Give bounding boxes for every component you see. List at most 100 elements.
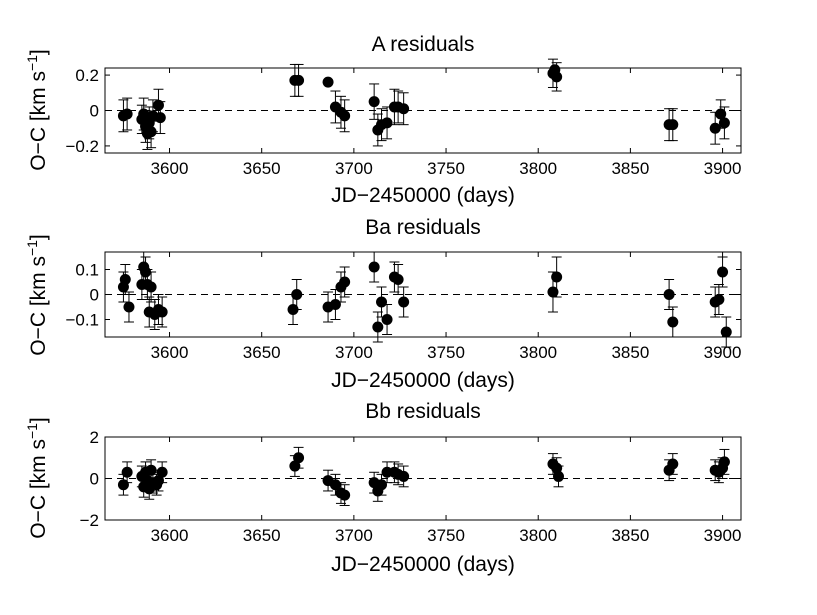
data-point (381, 117, 393, 129)
data-point (551, 271, 563, 283)
x-tick-label: 3800 (519, 526, 557, 545)
x-tick-label: 3600 (151, 343, 189, 362)
data-point (322, 76, 334, 88)
panel-ba-residuals: Ba residuals 3600 3650 3700 3750 3800 3850 390… (24, 216, 742, 392)
panel-ba-ylabel: O−C [km s−1] (24, 234, 50, 356)
data-point (121, 108, 133, 120)
panel-ba-ylabel-close: ] (27, 234, 50, 240)
y-tick-label: 0 (90, 102, 99, 121)
panel-bb-ylabel-close: ] (27, 417, 50, 423)
data-point (718, 117, 730, 129)
x-tick-label: 3650 (243, 343, 281, 362)
x-tick-label: 3850 (611, 343, 649, 362)
data-point (293, 74, 305, 86)
data-point (718, 456, 730, 468)
x-tick-label: 3600 (151, 159, 189, 178)
data-point (376, 479, 388, 491)
panel-bb-residuals: Bb residuals 3600 3650 3700 3750 3800 3850 390… (24, 400, 742, 576)
panel-a-ylabel-exponent: −1 (24, 55, 40, 71)
data-point (329, 479, 341, 491)
panel-bb-ylabel: O−C [km s−1] (24, 417, 50, 539)
y-tick-label: 0.2 (75, 66, 99, 85)
data-point (551, 71, 563, 83)
x-tick-label: 3800 (519, 159, 557, 178)
panel-bb-ylabel-exponent: −1 (24, 423, 40, 439)
panel-bb-xlabel: JD−2450000 (days) (331, 553, 515, 576)
data-point (154, 112, 166, 124)
data-point (123, 301, 135, 313)
data-point (289, 460, 301, 472)
data-point (339, 276, 351, 288)
data-point (392, 274, 404, 285)
data-point (667, 316, 679, 328)
data-point (291, 289, 303, 300)
panel-a-marks (105, 58, 741, 150)
panel-bb-ylabel-main: O−C [km s (27, 439, 50, 539)
panel-ba-ticks: 3600 3650 3700 3750 3800 3850 3900 −0.1 0 0.1 (65, 252, 741, 362)
data-point (293, 452, 305, 464)
x-tick-label: 3650 (243, 159, 281, 178)
data-point (667, 458, 679, 470)
data-point (339, 110, 351, 122)
data-point (156, 306, 168, 318)
x-tick-label: 3700 (335, 159, 373, 178)
data-point (720, 326, 732, 338)
x-tick-label: 3750 (427, 343, 465, 362)
data-point (152, 475, 164, 487)
x-tick-label: 3700 (335, 343, 373, 362)
y-tick-label: 0 (90, 470, 99, 489)
data-point (372, 321, 384, 333)
data-point (121, 466, 133, 478)
x-tick-label: 3700 (335, 526, 373, 545)
y-tick-label: 0.1 (75, 261, 99, 280)
data-point (552, 470, 564, 482)
data-point (329, 299, 341, 310)
data-point (145, 281, 157, 293)
data-point (117, 479, 129, 491)
data-point (715, 108, 727, 120)
data-point (398, 470, 410, 482)
panel-bb-ticks: 3600 3650 3700 3750 3800 3850 3900 −2 0 2 (80, 428, 742, 545)
data-point (119, 274, 131, 285)
data-point (398, 103, 410, 115)
y-tick-label: −0.2 (65, 137, 99, 156)
data-point (713, 294, 725, 305)
panel-ba-ylabel-main: O−C [km s (27, 256, 50, 356)
data-point (156, 466, 168, 478)
x-tick-label: 3750 (427, 526, 465, 545)
data-point (138, 108, 150, 120)
panel-a-residuals: A residuals 3600 3650 3700 3750 3800 3850 3900… (24, 33, 742, 207)
y-tick-label: 2 (90, 428, 99, 447)
data-point (145, 464, 157, 476)
x-tick-label: 3850 (611, 159, 649, 178)
data-point (551, 462, 563, 474)
panel-a-ticks: 3600 3650 3700 3750 3800 3850 3900 −0.2 0 0.2 (65, 66, 741, 178)
y-tick-label: −2 (80, 511, 99, 530)
data-point (376, 296, 388, 308)
data-point (381, 314, 393, 325)
panel-a-title: A residuals (372, 33, 475, 56)
panel-ba-marks (105, 251, 741, 348)
x-tick-label: 3650 (243, 526, 281, 545)
panel-a-ylabel-main: O−C [km s (27, 71, 50, 171)
x-tick-label: 3900 (704, 159, 742, 178)
panel-bb-marks (105, 446, 741, 506)
panel-a-ylabel-close: ] (27, 49, 50, 55)
panel-a-xlabel: JD−2450000 (days) (331, 184, 515, 207)
panel-ba-ylabel-exponent: −1 (24, 240, 40, 256)
y-tick-label: 0 (90, 286, 99, 305)
data-point (709, 122, 721, 134)
data-point (368, 96, 380, 108)
data-point (398, 296, 410, 308)
x-tick-label: 3800 (519, 343, 557, 362)
panel-a-ylabel: O−C [km s−1] (24, 49, 50, 171)
data-point (339, 489, 351, 501)
x-tick-label: 3850 (611, 526, 649, 545)
x-tick-label: 3600 (151, 526, 189, 545)
panel-bb-title: Bb residuals (365, 400, 481, 423)
data-point (717, 266, 729, 278)
data-point (368, 261, 380, 273)
panel-ba-title: Ba residuals (365, 216, 481, 239)
data-point (152, 99, 164, 111)
